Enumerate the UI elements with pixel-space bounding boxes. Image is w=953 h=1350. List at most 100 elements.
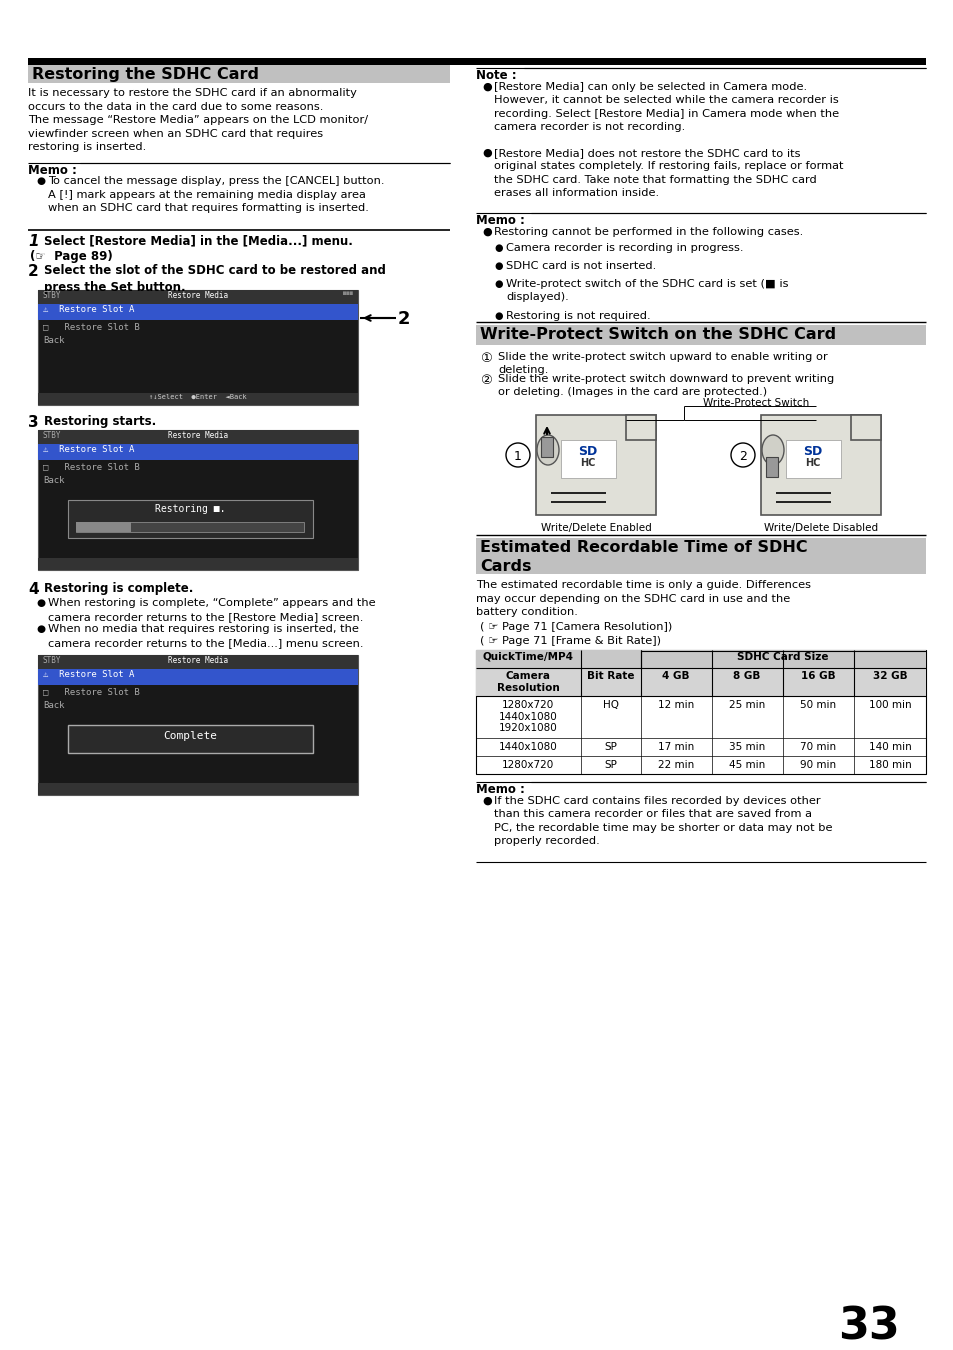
Bar xyxy=(536,414,656,514)
Text: STBY: STBY xyxy=(43,292,61,300)
Bar xyxy=(476,649,925,668)
Bar xyxy=(76,522,131,532)
Text: Select the slot of the SDHC card to be restored and
press the Set button.: Select the slot of the SDHC card to be r… xyxy=(44,265,385,293)
Bar xyxy=(785,440,841,478)
Text: Select [Restore Media] in the [Media...] menu.: Select [Restore Media] in the [Media...]… xyxy=(44,234,353,247)
Text: Restoring starts.: Restoring starts. xyxy=(44,414,156,428)
Text: 1: 1 xyxy=(28,234,38,248)
Bar xyxy=(760,414,880,514)
Text: Restore Media: Restore Media xyxy=(168,431,228,440)
Text: ⚠  Restore Slot A: ⚠ Restore Slot A xyxy=(43,446,134,454)
Text: [Restore Media] does not restore the SDHC card to its
original states completely: [Restore Media] does not restore the SDH… xyxy=(494,148,842,198)
Text: 45 min: 45 min xyxy=(728,760,764,770)
Text: Estimated Recordable Time of SDHC
Cards: Estimated Recordable Time of SDHC Cards xyxy=(479,540,807,574)
Bar xyxy=(560,440,616,478)
Text: Write-Protect Switch: Write-Protect Switch xyxy=(702,398,808,408)
Text: Restoring is not required.: Restoring is not required. xyxy=(505,310,650,321)
Text: Restoring cannot be performed in the following cases.: Restoring cannot be performed in the fol… xyxy=(494,227,802,238)
Bar xyxy=(28,65,450,82)
Bar xyxy=(68,500,313,539)
Text: [Restore Media] can only be selected in Camera mode.
However, it cannot be selec: [Restore Media] can only be selected in … xyxy=(494,82,839,132)
Text: Memo :: Memo : xyxy=(28,163,77,177)
Bar xyxy=(68,725,313,753)
Text: SP: SP xyxy=(604,743,617,752)
Bar xyxy=(38,655,357,795)
Text: STBY: STBY xyxy=(43,656,61,666)
Bar xyxy=(38,393,357,405)
Text: 180 min: 180 min xyxy=(868,760,910,770)
Bar xyxy=(625,414,656,440)
Text: ●: ● xyxy=(481,796,491,806)
Bar xyxy=(38,431,357,570)
Text: □   Restore Slot B: □ Restore Slot B xyxy=(43,462,139,471)
Circle shape xyxy=(505,443,530,467)
Text: SD: SD xyxy=(802,446,821,458)
Text: 25 min: 25 min xyxy=(728,701,764,710)
Text: HC: HC xyxy=(579,458,595,468)
Text: Restoring the SDHC Card: Restoring the SDHC Card xyxy=(32,68,258,82)
Text: 3: 3 xyxy=(28,414,38,431)
Ellipse shape xyxy=(537,435,558,464)
Text: ●: ● xyxy=(494,261,502,271)
Text: Note :: Note : xyxy=(476,69,517,82)
Text: ↑↓Select  ●Enter  ◄Back: ↑↓Select ●Enter ◄Back xyxy=(149,394,247,400)
Bar xyxy=(38,670,357,684)
Text: SDHC Card Size: SDHC Card Size xyxy=(737,652,828,662)
Text: ②: ② xyxy=(479,374,492,387)
Text: 22 min: 22 min xyxy=(658,760,694,770)
Text: SD: SD xyxy=(578,446,597,458)
Text: ●: ● xyxy=(481,82,491,92)
Bar xyxy=(38,431,357,444)
Text: Write-protect switch of the SDHC card is set (■ is
displayed).: Write-protect switch of the SDHC card is… xyxy=(505,279,788,302)
Text: 17 min: 17 min xyxy=(658,743,694,752)
Text: Memo :: Memo : xyxy=(476,783,524,796)
Bar xyxy=(476,539,925,574)
Text: The estimated recordable time is only a guide. Differences
may occur depending o: The estimated recordable time is only a … xyxy=(476,580,810,617)
Text: SDHC card is not inserted.: SDHC card is not inserted. xyxy=(505,261,656,271)
Bar xyxy=(850,414,880,440)
Text: ●: ● xyxy=(481,148,491,158)
Text: 100 min: 100 min xyxy=(868,701,910,710)
Bar xyxy=(38,783,357,795)
Text: 2: 2 xyxy=(397,310,410,328)
Bar xyxy=(38,444,357,460)
Bar xyxy=(627,417,655,439)
Text: 8 GB: 8 GB xyxy=(733,671,760,680)
Bar xyxy=(852,417,879,439)
Text: Bit Rate: Bit Rate xyxy=(587,671,634,680)
Text: Camera recorder is recording in progress.: Camera recorder is recording in progress… xyxy=(505,243,742,252)
Text: Restore Media: Restore Media xyxy=(168,656,228,666)
Text: 1440x1080: 1440x1080 xyxy=(498,743,557,752)
Text: 2: 2 xyxy=(28,265,39,279)
Text: HQ: HQ xyxy=(602,701,618,710)
Text: To cancel the message display, press the [CANCEL] button.
A [!] mark appears at : To cancel the message display, press the… xyxy=(48,176,384,213)
Text: Back: Back xyxy=(43,336,65,346)
Text: 70 min: 70 min xyxy=(800,743,835,752)
Text: 16 GB: 16 GB xyxy=(800,671,835,680)
Text: Write/Delete Enabled: Write/Delete Enabled xyxy=(540,522,651,533)
Text: Slide the write-protect switch downward to prevent writing
or deleting. (Images : Slide the write-protect switch downward … xyxy=(497,374,833,397)
Bar xyxy=(476,649,925,774)
Text: When restoring is complete, “Complete” appears and the
camera recorder returns t: When restoring is complete, “Complete” a… xyxy=(48,598,375,621)
Text: ●: ● xyxy=(36,176,45,186)
Text: Write/Delete Disabled: Write/Delete Disabled xyxy=(763,522,877,533)
Text: ●: ● xyxy=(36,624,45,634)
Text: 33: 33 xyxy=(838,1305,899,1349)
Bar xyxy=(476,668,925,697)
Text: If the SDHC card contains files recorded by devices other
than this camera recor: If the SDHC card contains files recorded… xyxy=(494,796,832,846)
Text: □   Restore Slot B: □ Restore Slot B xyxy=(43,323,139,331)
Bar xyxy=(76,522,304,532)
Text: ●: ● xyxy=(481,227,491,238)
Text: QuickTime/MP4: QuickTime/MP4 xyxy=(482,652,573,662)
Text: ⚠  Restore Slot A: ⚠ Restore Slot A xyxy=(43,305,134,315)
Text: Restore Media: Restore Media xyxy=(168,292,228,300)
Bar xyxy=(38,290,357,304)
Ellipse shape xyxy=(761,435,783,464)
Text: Restoring ■.: Restoring ■. xyxy=(154,504,225,514)
Text: ■■■: ■■■ xyxy=(343,292,353,296)
Bar xyxy=(476,325,925,346)
Text: 1280x720: 1280x720 xyxy=(501,760,554,770)
Text: Back: Back xyxy=(43,701,65,710)
Text: 50 min: 50 min xyxy=(800,701,835,710)
Text: ( ☞ Page 71 [Camera Resolution]): ( ☞ Page 71 [Camera Resolution]) xyxy=(479,622,672,632)
